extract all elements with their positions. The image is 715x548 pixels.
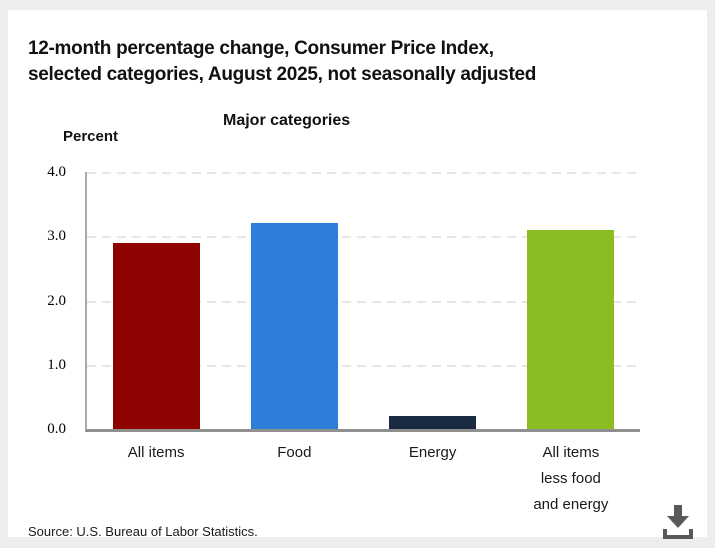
category-label-all-items-less-food-and-energy: All items less food and energy [533, 444, 609, 513]
download-button[interactable] [660, 502, 696, 542]
y-tick-label-2.0: 2.0 [47, 292, 66, 309]
y-tick-label-1.0: 1.0 [47, 356, 66, 373]
y-axis-unit-label: Percent [63, 128, 119, 145]
gridline-1.0 [87, 364, 640, 367]
gridline-3.0 [87, 236, 640, 239]
category-label-energy: Energy [408, 444, 457, 461]
download-icon [663, 505, 693, 539]
bar-all-items-less-food-and-energy[interactable] [527, 230, 615, 429]
bar-all-items[interactable] [112, 243, 200, 429]
gridline-4.0 [87, 172, 640, 174]
category-label-food: Food [277, 444, 312, 461]
source-note: Source: U.S. Bureau of Labor Statistics. [28, 524, 258, 539]
y-tick-label-0.0: 0.0 [47, 421, 66, 437]
chart-title: 12-month percentage change, Consumer Pri… [28, 38, 537, 85]
gridline-2.0 [87, 300, 640, 303]
chart-subtitle: Major categories [223, 112, 351, 129]
bar-energy[interactable] [389, 416, 477, 429]
plot-area [85, 172, 640, 432]
chart-panel: 12-month percentage change, Consumer Pri… [8, 10, 707, 539]
y-tick-label-3.0: 3.0 [47, 228, 66, 245]
bar-food[interactable] [250, 223, 338, 429]
category-label-all-items: All items [127, 444, 185, 461]
y-tick-label-4.0: 4.0 [47, 164, 66, 180]
